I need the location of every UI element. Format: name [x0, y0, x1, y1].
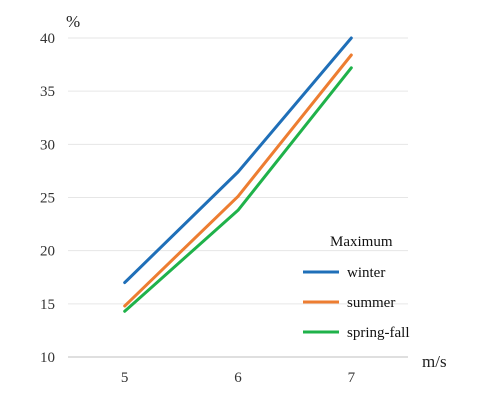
y-tick-label-25: 25	[40, 191, 55, 207]
x-tick-label-7: 7	[348, 370, 356, 386]
x-unit-label: m/s	[422, 352, 447, 371]
x-tick-label-5: 5	[121, 370, 129, 386]
y-unit-label: %	[66, 12, 80, 31]
legend: Maximum winter summer spring-fall	[303, 234, 409, 341]
series-lines	[123, 36, 353, 313]
y-tick-label-35: 35	[40, 84, 55, 100]
legend-label-winter: winter	[347, 265, 385, 281]
x-axis: 5 6 7	[68, 356, 408, 386]
series-line-spring-fall	[123, 66, 353, 313]
series-line-winter	[123, 36, 353, 285]
y-axis: 10 15 20 25 30 35 40	[40, 31, 55, 366]
y-tick-label-15: 15	[40, 297, 55, 313]
series-line-summer	[123, 53, 353, 308]
legend-label-summer: summer	[347, 295, 395, 311]
x-tick-label-6: 6	[234, 370, 242, 386]
y-tick-label-30: 30	[40, 137, 55, 153]
y-tick-label-20: 20	[40, 244, 55, 260]
legend-title: Maximum	[330, 234, 393, 250]
y-tick-label-40: 40	[40, 31, 55, 47]
legend-label-spring-fall: spring-fall	[347, 325, 409, 341]
y-tick-label-10: 10	[40, 350, 55, 366]
